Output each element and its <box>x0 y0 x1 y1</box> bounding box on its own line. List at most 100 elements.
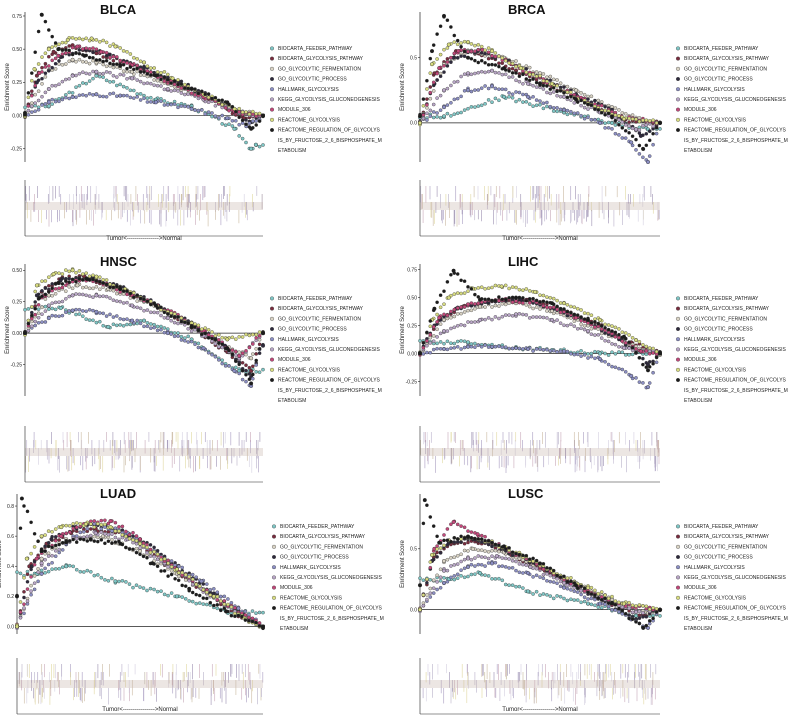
data-point <box>510 92 515 96</box>
data-point <box>500 314 505 319</box>
data-point <box>186 86 190 91</box>
panel-title: LUAD <box>100 486 136 501</box>
data-point <box>651 346 655 351</box>
data-point <box>455 272 460 276</box>
data-point <box>98 311 102 315</box>
data-point <box>620 120 625 124</box>
legend-marker <box>272 565 276 570</box>
data-point <box>29 583 33 588</box>
data-point <box>46 569 51 574</box>
data-point <box>98 319 102 324</box>
data-point <box>449 309 453 314</box>
data-point <box>108 296 112 300</box>
data-point <box>545 305 549 310</box>
data-point <box>162 569 167 573</box>
legend-label: BIOCARTA_GLYCOLYSIS_PATHWAY <box>684 56 770 62</box>
data-point <box>637 128 642 132</box>
data-point <box>60 97 65 102</box>
data-point <box>251 376 255 381</box>
data-point <box>428 56 433 61</box>
data-point <box>538 347 542 352</box>
data-point <box>538 99 542 103</box>
data-point <box>610 114 615 119</box>
data-point <box>479 44 484 49</box>
data-point <box>627 120 631 124</box>
data-point <box>121 84 126 89</box>
data-point <box>58 306 63 311</box>
data-point <box>521 296 525 300</box>
data-point <box>99 530 104 534</box>
data-point <box>486 69 491 74</box>
data-point <box>250 609 255 613</box>
data-point <box>70 73 75 78</box>
data-point <box>620 136 625 140</box>
data-point <box>497 61 501 65</box>
data-point <box>47 28 51 32</box>
data-point <box>493 54 498 59</box>
data-point <box>25 587 30 591</box>
data-point <box>127 582 132 586</box>
data-point <box>555 307 559 312</box>
data-point <box>462 279 467 283</box>
data-point <box>104 70 109 74</box>
data-point <box>257 346 262 351</box>
data-point <box>232 368 237 373</box>
data-point <box>223 106 228 110</box>
data-point <box>545 347 549 352</box>
data-point <box>572 352 577 357</box>
data-point <box>233 614 237 619</box>
data-point <box>254 620 258 625</box>
data-point <box>179 319 184 324</box>
data-point <box>490 577 494 581</box>
data-point <box>466 106 470 111</box>
data-point <box>442 114 447 119</box>
data-point <box>217 98 221 103</box>
data-point <box>261 331 266 336</box>
data-point <box>179 82 184 86</box>
data-point <box>84 46 88 50</box>
data-point <box>219 594 223 599</box>
data-point <box>217 338 221 342</box>
data-point <box>545 79 549 84</box>
data-point <box>155 564 160 569</box>
panel-title: HNSC <box>100 254 137 269</box>
data-point <box>46 562 51 567</box>
data-point <box>455 576 460 580</box>
data-point <box>646 368 651 373</box>
data-point <box>77 36 82 41</box>
data-point <box>497 54 501 59</box>
data-point <box>26 318 31 323</box>
data-point <box>514 64 518 69</box>
data-point <box>104 278 109 282</box>
data-point <box>455 554 460 558</box>
data-point <box>437 315 442 320</box>
data-point <box>647 129 652 133</box>
legend-marker <box>676 367 680 372</box>
data-point <box>622 345 627 350</box>
data-point <box>473 105 477 109</box>
data-point <box>36 307 41 311</box>
data-point <box>64 62 68 66</box>
data-point <box>189 106 194 111</box>
data-point <box>101 71 105 76</box>
data-point <box>603 360 607 364</box>
data-point <box>159 327 163 332</box>
data-point <box>449 326 453 331</box>
data-point <box>174 594 179 599</box>
data-point <box>104 50 109 55</box>
data-point <box>169 314 173 318</box>
data-point <box>479 540 484 544</box>
data-point <box>455 324 460 328</box>
data-point <box>64 540 69 545</box>
data-point <box>92 534 97 539</box>
data-point <box>586 329 591 334</box>
data-point <box>70 91 75 95</box>
data-point <box>53 543 58 548</box>
data-point <box>517 287 522 292</box>
legend-label: GO_GLYCOLYTIC_FERMENTATION <box>278 316 361 322</box>
data-point <box>70 57 75 62</box>
data-point <box>34 293 39 298</box>
data-point <box>43 71 48 75</box>
data-point <box>215 590 220 594</box>
data-point <box>67 280 71 284</box>
